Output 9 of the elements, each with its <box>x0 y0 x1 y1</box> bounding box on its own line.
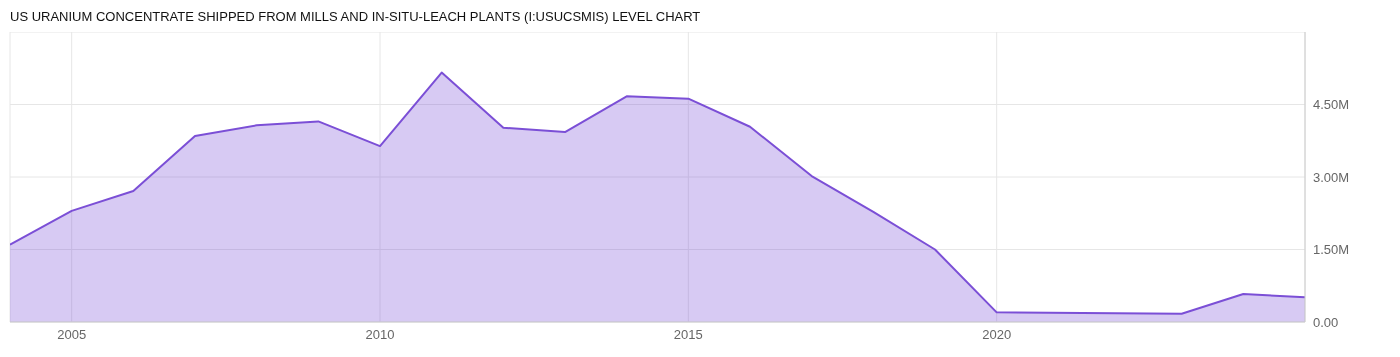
x-tick-label: 2015 <box>673 327 703 343</box>
y-tick-label: 1.50M <box>1313 242 1350 258</box>
x-tick-label: 2010 <box>365 327 395 343</box>
chart-title: US URANIUM CONCENTRATE SHIPPED FROM MILLS AND IN-SITU-LEACH PLANTS (I:USUCSMIS) LEVEL CHART <box>9 8 702 26</box>
y-tick-label: 4.50M <box>1313 97 1350 113</box>
x-tick-label: 2020 <box>982 327 1012 343</box>
y-tick-label: 3.00M <box>1313 169 1350 185</box>
x-tick-label: 2005 <box>57 327 87 343</box>
y-tick-label: 0.00 <box>1313 314 1339 330</box>
